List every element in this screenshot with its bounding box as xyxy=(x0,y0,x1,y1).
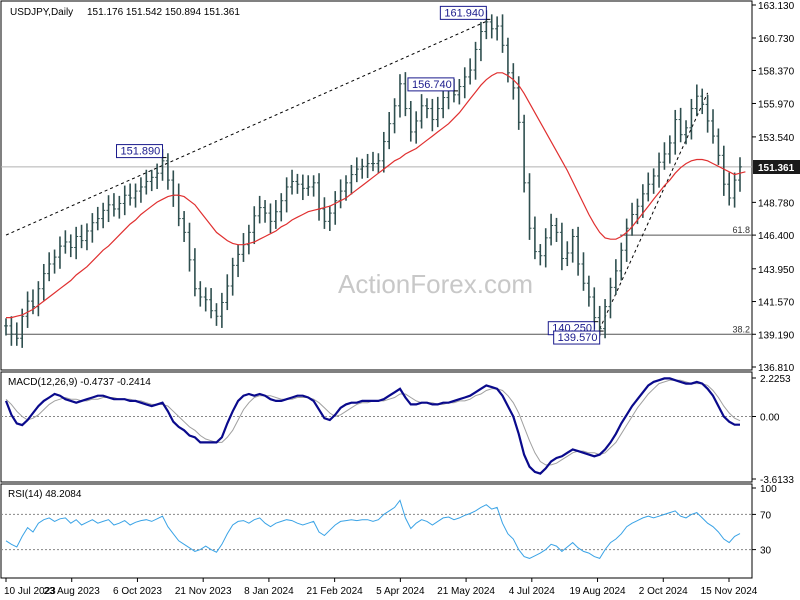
trendline xyxy=(599,92,709,330)
x-axis-label: 23 Aug 2023 xyxy=(44,586,101,597)
rsi-series xyxy=(5,499,741,559)
rsi-axis-label: 100 xyxy=(760,484,777,495)
rsi-label: RSI(14) 48.2084 xyxy=(8,489,82,500)
fib-label: 61.8 xyxy=(732,225,750,235)
x-axis-label: 4 Jul 2024 xyxy=(509,586,556,597)
ohlc-values: 151.176 151.542 150.894 151.361 xyxy=(87,7,240,18)
x-axis-label: 15 Nov 2024 xyxy=(701,586,758,597)
price-axis-label: 160.730 xyxy=(758,34,795,45)
x-axis-label: 2 Oct 2024 xyxy=(639,586,688,597)
rsi-axis-label: 30 xyxy=(760,546,772,557)
price-axis-label: 141.570 xyxy=(758,298,795,309)
price-axis-label: 139.190 xyxy=(758,330,795,341)
x-axis-label: 5 Apr 2024 xyxy=(376,586,425,597)
price-axis-label: 148.780 xyxy=(758,198,795,209)
price-series xyxy=(4,10,746,348)
price-callout-box xyxy=(116,144,164,159)
price-axis-label: 146.400 xyxy=(758,231,795,242)
x-axis-label: 8 Jan 2024 xyxy=(244,586,294,597)
price-callout-box xyxy=(407,77,455,92)
current-price-tag xyxy=(753,160,800,174)
fib-label: 38.2 xyxy=(732,324,750,334)
current-price-label: 151.361 xyxy=(758,163,795,174)
price-axis-label: 158.370 xyxy=(758,66,795,77)
price-axis-label: 153.540 xyxy=(758,133,795,144)
moving-average-line xyxy=(6,72,746,319)
price-callout-label: 156.740 xyxy=(412,79,452,91)
trendline xyxy=(5,20,487,236)
macd-line xyxy=(4,377,740,475)
macd-series xyxy=(4,377,741,475)
price-axis-label: 163.130 xyxy=(758,1,795,12)
price-axis-label: 136.810 xyxy=(758,363,795,374)
x-axis-label: 21 May 2024 xyxy=(437,586,495,597)
rsi-panel-frame xyxy=(0,483,753,579)
macd-label: MACD(12,26,9) -0.4737 -0.2414 xyxy=(8,377,151,388)
symbol-timeframe: USDJPY,Daily xyxy=(10,7,73,18)
price-callout-label: 139.570 xyxy=(558,332,598,344)
x-axis-label: 21 Nov 2023 xyxy=(175,586,232,597)
macd-axis-label: 0.00 xyxy=(760,412,780,423)
annotations: 61.838.2151.890140.250161.940139.570156.… xyxy=(116,5,750,345)
price-axis-label: 143.950 xyxy=(758,265,795,276)
price-callout-label: 161.940 xyxy=(444,7,484,19)
x-axis-label: 19 Aug 2024 xyxy=(569,586,626,597)
rsi-line xyxy=(5,499,741,559)
watermark: ActionForex.com xyxy=(338,269,533,299)
x-axis-label: 21 Feb 2024 xyxy=(307,586,364,597)
axes: 163.130 160.730 158.370 155.970 153.540 148.7… xyxy=(4,1,795,597)
price-callout-label: 151.890 xyxy=(121,146,161,158)
macd-axis-label: -3.6133 xyxy=(760,475,794,486)
macd-axis-label: 2.2253 xyxy=(760,374,791,385)
rsi-axis-label: 70 xyxy=(760,510,772,521)
x-axis-label: 10 Jul 2023 xyxy=(4,586,56,597)
price-axis-label: 155.970 xyxy=(758,99,795,110)
price-callout-box xyxy=(439,5,487,20)
price-callout-box xyxy=(553,330,601,345)
x-axis-label: 6 Oct 2023 xyxy=(113,586,162,597)
price-panel-frame xyxy=(0,0,753,371)
macd-panel-frame xyxy=(0,371,753,483)
